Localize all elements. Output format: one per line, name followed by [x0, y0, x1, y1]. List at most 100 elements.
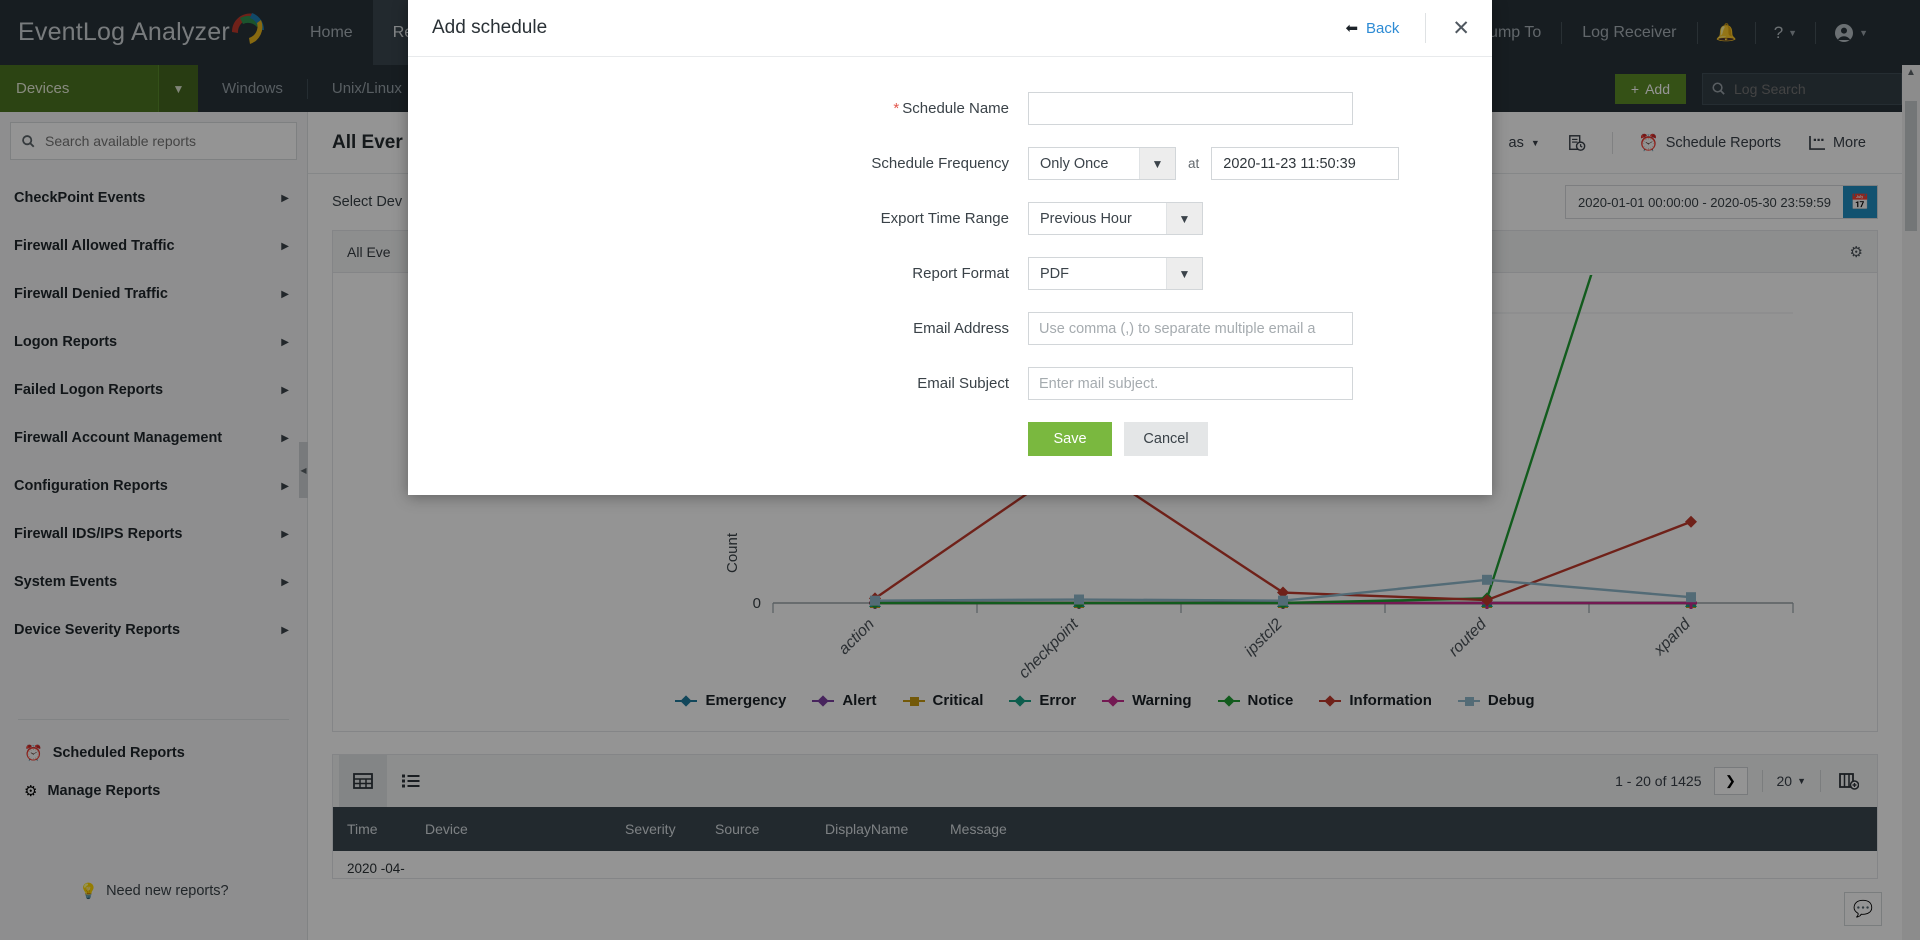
nav-item-home[interactable]: Home	[310, 23, 353, 41]
export-report-button[interactable]	[1556, 123, 1598, 163]
log-search-box[interactable]	[1702, 72, 1902, 105]
back-button[interactable]: ⬅ Back	[1345, 19, 1399, 38]
column-header-device[interactable]: Device	[425, 821, 468, 837]
sidebar-item-scheduled-reports[interactable]: ⏰ Scheduled Reports	[24, 734, 307, 772]
scroll-up-arrow-icon[interactable]: ▲	[1906, 67, 1916, 78]
need-new-reports-link[interactable]: 💡 Need new reports?	[0, 882, 308, 900]
column-header-message[interactable]: Message	[950, 821, 1007, 837]
list-view-icon[interactable]	[387, 755, 435, 807]
export-report-icon	[1568, 134, 1586, 151]
cancel-button[interactable]: Cancel	[1124, 422, 1208, 456]
legend-label: Alert	[842, 692, 877, 709]
table-row[interactable]: 2020 -04-	[333, 851, 1877, 878]
report-format-select[interactable]: PDF ▼	[1028, 257, 1203, 290]
sidebar-item-label: Firewall Account Management	[14, 430, 223, 446]
legend-item-critical[interactable]: Critical	[902, 692, 983, 709]
sidebar-item-manage-reports[interactable]: ⚙ Manage Reports	[24, 772, 307, 810]
chevron-right-icon: ▶	[281, 528, 289, 540]
legend-item-notice[interactable]: Notice	[1217, 692, 1293, 709]
sidebar-item-label: CheckPoint Events	[14, 190, 146, 206]
sidebar-item-firewall-allowed-traffic[interactable]: Firewall Allowed Traffic ▶	[0, 222, 307, 270]
chevron-right-icon: ▶	[281, 384, 289, 396]
sidebar-item-firewall-ids-ips-reports[interactable]: Firewall IDS/IPS Reports ▶	[0, 510, 307, 558]
schedule-reports-label: Schedule Reports	[1665, 134, 1781, 151]
field-row-email-subject: Email Subject	[408, 367, 1492, 400]
legend-item-error[interactable]: Error	[1009, 692, 1076, 709]
bell-icon[interactable]: 🔔	[1715, 22, 1737, 42]
table-view-icon[interactable]	[339, 755, 387, 807]
chevron-right-icon: ▶	[281, 240, 289, 252]
app-logo[interactable]: EventLog Analyzer	[0, 0, 290, 65]
save-button[interactable]: Save	[1028, 422, 1112, 456]
email-address-input[interactable]	[1028, 312, 1353, 345]
lightbulb-icon: 💡	[79, 883, 99, 900]
legend-label: Debug	[1487, 692, 1535, 709]
schedule-reports-button[interactable]: ⏰ Schedule Reports	[1627, 123, 1793, 163]
sidebar-item-checkpoint-events[interactable]: CheckPoint Events ▶	[0, 174, 307, 222]
sidebar-item-logon-reports[interactable]: Logon Reports ▶	[0, 318, 307, 366]
schedule-name-input[interactable]	[1028, 92, 1353, 125]
legend-item-emergency[interactable]: Emergency	[675, 692, 786, 709]
legend-item-debug[interactable]: Debug	[1457, 692, 1535, 709]
column-header-source[interactable]: Source	[715, 821, 760, 837]
column-header-severity[interactable]: Severity	[625, 821, 676, 837]
next-page-button[interactable]: ❯	[1713, 767, 1748, 795]
page-size-selector[interactable]: 20 ▼	[1777, 773, 1807, 789]
add-button[interactable]: + Add	[1614, 73, 1686, 104]
sidebar-search-box[interactable]	[10, 122, 297, 160]
sidebar-footer: ⏰ Scheduled Reports ⚙ Manage Reports	[0, 720, 307, 810]
sidebar-item-label: Device Severity Reports	[14, 622, 181, 638]
chevron-down-icon: ▼	[1166, 203, 1202, 234]
legend-item-warning[interactable]: Warning	[1102, 692, 1192, 709]
sidebar-item-device-severity-reports[interactable]: Device Severity Reports ▶	[0, 606, 307, 654]
devices-chevron-down-icon[interactable]: ▼	[158, 65, 198, 112]
more-button[interactable]: More	[1797, 123, 1878, 163]
calendar-icon[interactable]: 📅	[1843, 186, 1877, 218]
svg-text:0: 0	[753, 595, 761, 612]
scrollbar-thumb[interactable]	[1905, 101, 1917, 231]
tab-windows[interactable]: Windows	[222, 80, 283, 97]
date-range-picker[interactable]: 2020-01-01 00:00:00 - 2020-05-30 23:59:5…	[1565, 185, 1878, 219]
table-toolbar: 1 - 20 of 1425 ❯ 20 ▼	[333, 755, 1877, 807]
sidebar-item-firewall-account-management[interactable]: Firewall Account Management ▶	[0, 414, 307, 462]
email-subject-input[interactable]	[1028, 367, 1353, 400]
column-header-displayname[interactable]: DisplayName	[825, 821, 909, 837]
export-time-range-select[interactable]: Previous Hour ▼	[1028, 202, 1203, 235]
filter-row: Select Dev 2020-01-01 00:00:00 - 2020-05…	[308, 174, 1902, 230]
sidebar-search-input[interactable]	[45, 133, 275, 149]
legend-item-information[interactable]: Information	[1319, 692, 1432, 709]
legend-item-alert[interactable]: Alert	[812, 692, 877, 709]
field-row-schedule-name: * Schedule Name	[408, 92, 1492, 125]
tab-unix-linux[interactable]: Unix/Linux	[331, 80, 402, 97]
sidebar-item-firewall-denied-traffic[interactable]: Firewall Denied Traffic ▶	[0, 270, 307, 318]
gear-icon[interactable]: ⚙	[1849, 243, 1863, 261]
field-row-export-time-range: Export Time Range Previous Hour ▼	[408, 202, 1492, 235]
devices-button[interactable]: Devices	[0, 65, 158, 112]
logo-swoosh-icon	[231, 13, 265, 44]
schedule-frequency-select[interactable]: Only Once ▼	[1028, 147, 1176, 180]
sidebar-item-label: Firewall IDS/IPS Reports	[14, 526, 183, 542]
gear-icon: ⚙	[24, 783, 38, 800]
column-header-time[interactable]: Time	[347, 821, 378, 837]
sidebar-collapse-handle[interactable]: ◀	[299, 442, 308, 498]
question-icon[interactable]: ? ▼	[1773, 22, 1798, 42]
chat-support-icon[interactable]: 💬	[1844, 892, 1882, 926]
chart-legend: Emergency Alert Critical Error Warning Notice…	[333, 692, 1877, 709]
log-search-input[interactable]	[1734, 80, 1884, 97]
close-icon[interactable]: ✕	[1452, 16, 1470, 40]
page-scrollbar[interactable]: ▲	[1902, 65, 1920, 940]
sidebar-item-configuration-reports[interactable]: Configuration Reports ▶	[0, 462, 307, 510]
more-label: More	[1832, 134, 1866, 151]
add-column-icon[interactable]	[1835, 755, 1863, 807]
events-table: 1 - 20 of 1425 ❯ 20 ▼ Time Device Severi	[332, 754, 1878, 879]
nav-item-jump-to[interactable]: Jump To	[1481, 23, 1542, 41]
schedule-datetime-input[interactable]: 2020-11-23 11:50:39	[1211, 147, 1400, 180]
sidebar-item-failed-logon-reports[interactable]: Failed Logon Reports ▶	[0, 366, 307, 414]
sidebar-item-system-events[interactable]: System Events ▶	[0, 558, 307, 606]
nav-item-log-receiver[interactable]: Log Receiver	[1582, 23, 1677, 41]
save-as-button[interactable]: as ▼	[1497, 123, 1552, 163]
table-header-row: Time Device Severity Source DisplayName …	[333, 807, 1877, 851]
nav-divider	[1561, 21, 1563, 44]
user-circle-icon[interactable]: ▼	[1816, 23, 1886, 43]
dialog-actions: Save Cancel	[408, 422, 1492, 456]
